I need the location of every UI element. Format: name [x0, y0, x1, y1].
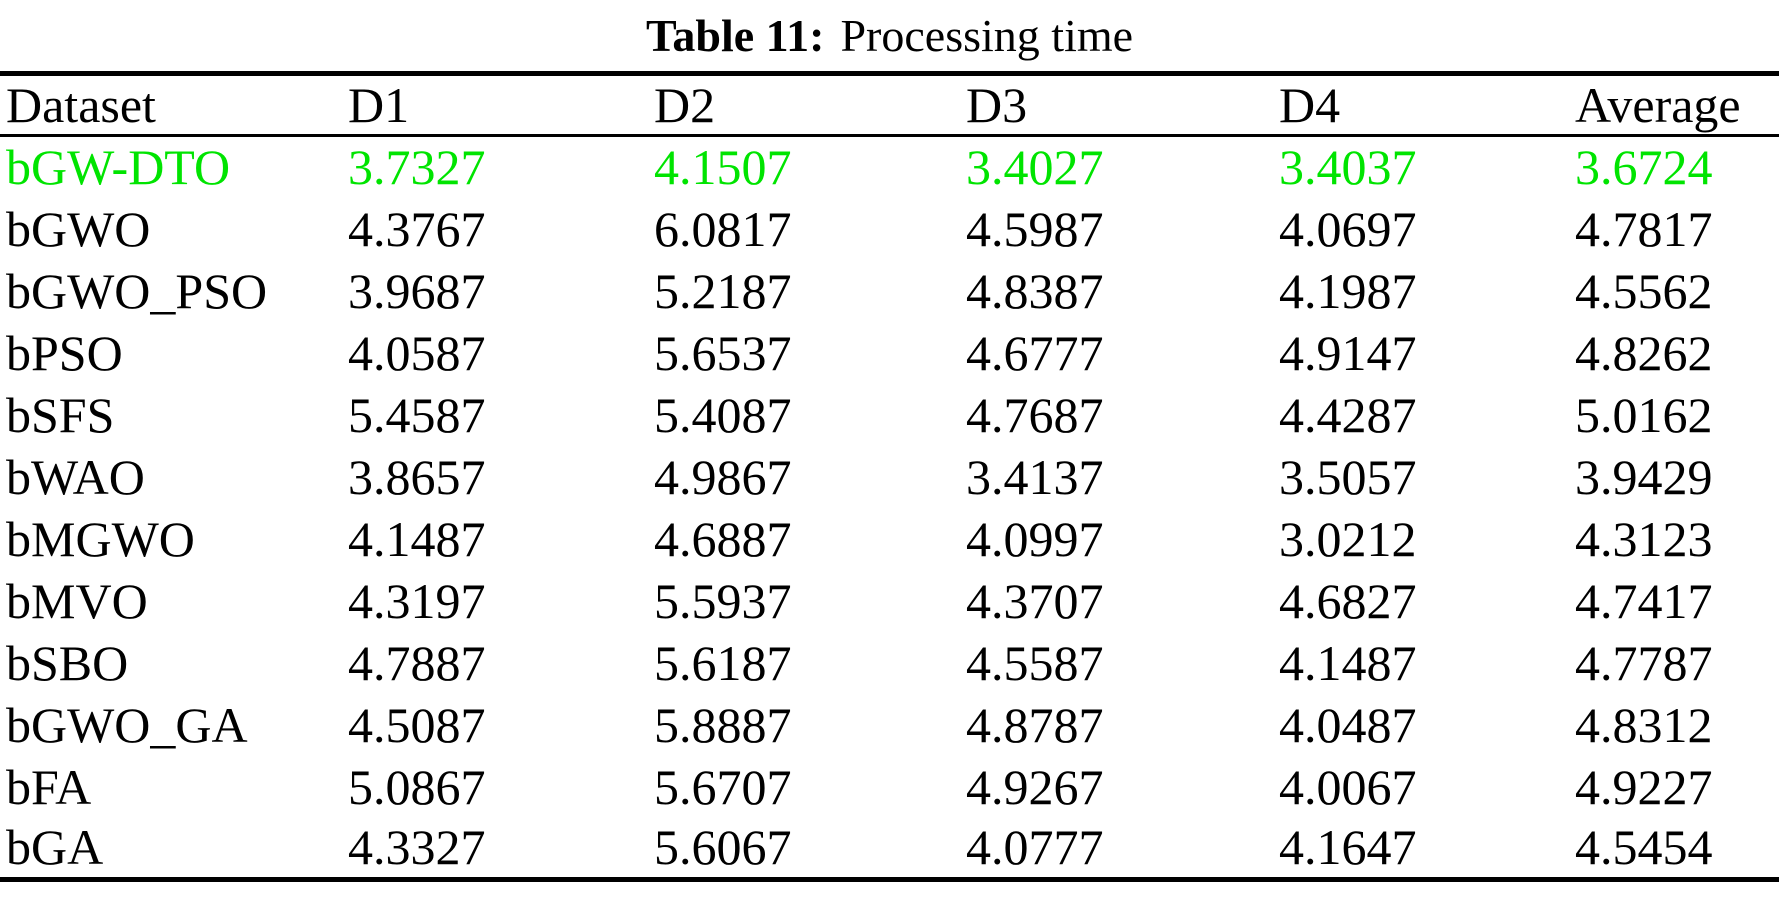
- value-cell: 4.4287: [1279, 386, 1417, 443]
- value-cell: 4.9867: [654, 448, 792, 505]
- value-cell: 4.7817: [1575, 200, 1713, 257]
- value-cell: 3.6724: [1575, 139, 1713, 196]
- column-header-d4: D4: [1279, 77, 1341, 133]
- value-cell: 4.0587: [348, 324, 486, 381]
- table-row: bMGWO 4.1487 4.6887 4.0997 3.0212 4.3123: [0, 508, 1779, 570]
- value-cell: 4.3327: [348, 819, 486, 876]
- dataset-cell: bPSO: [6, 324, 123, 381]
- dataset-cell: bGWO_GA: [6, 696, 248, 753]
- header-row: Dataset D1 D2 D3 D4 Average: [0, 74, 1779, 136]
- dataset-cell: bSFS: [6, 386, 115, 443]
- value-cell: 4.0777: [966, 819, 1104, 876]
- dataset-cell: bMVO: [6, 572, 148, 629]
- dataset-cell: bGW-DTO: [6, 139, 231, 196]
- table-row: bMVO 4.3197 5.5937 4.3707 4.6827 4.7417: [0, 570, 1779, 632]
- value-cell: 3.9687: [348, 262, 486, 319]
- value-cell: 4.8787: [966, 696, 1104, 753]
- value-cell: 4.0067: [1279, 758, 1417, 815]
- value-cell: 4.0997: [966, 510, 1104, 567]
- value-cell: 5.4587: [348, 386, 486, 443]
- value-cell: 4.7687: [966, 386, 1104, 443]
- column-header-average: Average: [1575, 77, 1741, 133]
- dataset-cell: bMGWO: [6, 510, 195, 567]
- dataset-cell: bGWO_PSO: [6, 262, 268, 319]
- value-cell: 4.1507: [654, 139, 792, 196]
- value-cell: 5.0162: [1575, 386, 1713, 443]
- value-cell: 4.0697: [1279, 200, 1417, 257]
- column-header-d3: D3: [966, 77, 1028, 133]
- value-cell: 3.4027: [966, 139, 1104, 196]
- table-row: bGWO_PSO 3.9687 5.2187 4.8387 4.1987 4.5…: [0, 260, 1779, 322]
- table-caption: Table 11: Processing time: [0, 0, 1779, 70]
- value-cell: 4.8312: [1575, 696, 1713, 753]
- value-cell: 4.7887: [348, 634, 486, 691]
- value-cell: 4.0487: [1279, 696, 1417, 753]
- value-cell: 4.1487: [1279, 634, 1417, 691]
- value-cell: 3.8657: [348, 448, 486, 505]
- value-cell: 4.6827: [1279, 572, 1417, 629]
- value-cell: 4.6777: [966, 324, 1104, 381]
- value-cell: 4.5562: [1575, 262, 1713, 319]
- table-caption-text: Processing time: [840, 9, 1134, 61]
- value-cell: 4.5454: [1575, 819, 1713, 876]
- value-cell: 4.5587: [966, 634, 1104, 691]
- table-row: bSBO 4.7887 5.6187 4.5587 4.1487 4.7787: [0, 632, 1779, 694]
- value-cell: 4.9267: [966, 758, 1104, 815]
- value-cell: 4.5987: [966, 200, 1104, 257]
- table-header: Dataset D1 D2 D3 D4 Average: [0, 74, 1779, 136]
- value-cell: 4.3767: [348, 200, 486, 257]
- value-cell: 5.2187: [654, 262, 792, 319]
- value-cell: 4.8262: [1575, 324, 1713, 381]
- value-cell: 5.6707: [654, 758, 792, 815]
- value-cell: 4.3123: [1575, 510, 1713, 567]
- value-cell: 4.1987: [1279, 262, 1417, 319]
- value-cell: 4.7417: [1575, 572, 1713, 629]
- table-row: bWAO 3.8657 4.9867 3.4137 3.5057 3.9429: [0, 446, 1779, 508]
- table-row: bGA 4.3327 5.6067 4.0777 4.1647 4.5454: [0, 818, 1779, 880]
- table-row: bGWO 4.3767 6.0817 4.5987 4.0697 4.7817: [0, 198, 1779, 260]
- table-row: bGWO_GA 4.5087 5.8887 4.8787 4.0487 4.83…: [0, 694, 1779, 756]
- value-cell: 4.3707: [966, 572, 1104, 629]
- processing-time-table: Dataset D1 D2 D3 D4 Average bGW-DTO 3.73…: [0, 71, 1779, 882]
- value-cell: 3.4037: [1279, 139, 1417, 196]
- value-cell: 4.6887: [654, 510, 792, 567]
- value-cell: 4.8387: [966, 262, 1104, 319]
- value-cell: 5.6187: [654, 634, 792, 691]
- value-cell: 4.1487: [348, 510, 486, 567]
- value-cell: 4.3197: [348, 572, 486, 629]
- table-caption-label: Table 11:: [645, 9, 825, 61]
- value-cell: 5.8887: [654, 696, 792, 753]
- dataset-cell: bFA: [6, 758, 92, 815]
- dataset-cell: bGWO: [6, 200, 151, 257]
- value-cell: 4.7787: [1575, 634, 1713, 691]
- value-cell: 5.4087: [654, 386, 792, 443]
- dataset-cell: bGA: [6, 819, 104, 876]
- value-cell: 4.9227: [1575, 758, 1713, 815]
- table-row: bPSO 4.0587 5.6537 4.6777 4.9147 4.8262: [0, 322, 1779, 384]
- column-header-dataset: Dataset: [6, 77, 156, 133]
- value-cell: 5.6067: [654, 819, 792, 876]
- value-cell: 4.9147: [1279, 324, 1417, 381]
- table-row: bGW-DTO 3.7327 4.1507 3.4027 3.4037 3.67…: [0, 136, 1779, 198]
- value-cell: 5.6537: [654, 324, 792, 381]
- value-cell: 6.0817: [654, 200, 792, 257]
- value-cell: 3.4137: [966, 448, 1104, 505]
- value-cell: 3.9429: [1575, 448, 1713, 505]
- table-row: bFA 5.0867 5.6707 4.9267 4.0067 4.9227: [0, 756, 1779, 818]
- column-header-d2: D2: [654, 77, 716, 133]
- table-body: bGW-DTO 3.7327 4.1507 3.4027 3.4037 3.67…: [0, 136, 1779, 880]
- value-cell: 5.5937: [654, 572, 792, 629]
- column-header-d1: D1: [348, 77, 410, 133]
- value-cell: 3.7327: [348, 139, 486, 196]
- value-cell: 3.0212: [1279, 510, 1417, 567]
- value-cell: 4.1647: [1279, 819, 1417, 876]
- dataset-cell: bWAO: [6, 448, 145, 505]
- table-row: bSFS 5.4587 5.4087 4.7687 4.4287 5.0162: [0, 384, 1779, 446]
- dataset-cell: bSBO: [6, 634, 129, 691]
- value-cell: 4.5087: [348, 696, 486, 753]
- value-cell: 3.5057: [1279, 448, 1417, 505]
- value-cell: 5.0867: [348, 758, 486, 815]
